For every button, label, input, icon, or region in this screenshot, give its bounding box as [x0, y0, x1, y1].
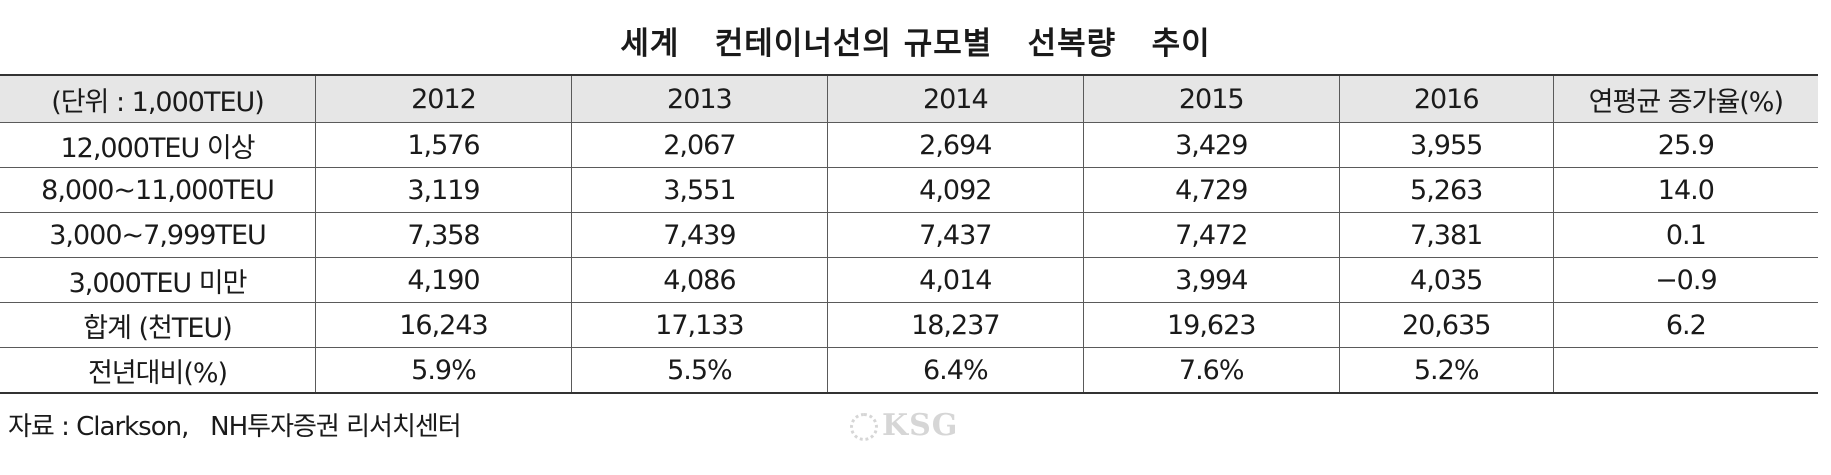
- watermark-logo: KSG: [850, 408, 958, 443]
- cell-value: 18,237: [826, 302, 1084, 348]
- row-label: 3,000~7,999TEU: [0, 212, 316, 258]
- cell-value: 4,092: [826, 167, 1084, 213]
- row-label: 전년대비(%): [0, 347, 316, 394]
- cell-value: 16,243: [315, 302, 572, 348]
- header-year: 2016: [1338, 74, 1554, 123]
- cell-value: 3,551: [570, 167, 828, 213]
- cell-growth: 6.2: [1552, 302, 1818, 348]
- cell-value: 7,439: [570, 212, 828, 258]
- cell-value: 5.5%: [570, 347, 828, 394]
- cell-value: 5.2%: [1338, 347, 1554, 394]
- cell-value: 4,014: [826, 257, 1084, 303]
- cell-value: 17,133: [570, 302, 828, 348]
- cell-value: 7,358: [315, 212, 572, 258]
- row-label: 합계 (천TEU): [0, 302, 316, 348]
- cell-value: 7,437: [826, 212, 1084, 258]
- cell-value: 4,086: [570, 257, 828, 303]
- cell-growth: 0.1: [1552, 212, 1818, 258]
- header-year: 2012: [315, 74, 572, 123]
- cell-value: 1,576: [315, 122, 572, 168]
- table-row-yoy: 전년대비(%) 5.9% 5.5% 6.4% 7.6% 5.2%: [0, 347, 1818, 394]
- cell-value: 3,429: [1082, 122, 1340, 168]
- seal-icon: [850, 413, 878, 441]
- header-year: 2013: [570, 74, 828, 123]
- cell-value: 2,067: [570, 122, 828, 168]
- row-label: 12,000TEU 이상: [0, 122, 316, 168]
- header-year: 2014: [826, 74, 1084, 123]
- cell-value: 3,994: [1082, 257, 1340, 303]
- header-growth: 연평균 증가율(%): [1552, 74, 1818, 123]
- cell-value: 6.4%: [826, 347, 1084, 394]
- cell-value: 3,955: [1338, 122, 1554, 168]
- table-header-row: (단위 : 1,000TEU) 2012 2013 2014 2015 2016…: [0, 74, 1818, 123]
- cell-growth: [1552, 347, 1818, 394]
- cell-value: 7,381: [1338, 212, 1554, 258]
- cell-value: 4,729: [1082, 167, 1340, 213]
- table-title: 세계 컨테이너선의 규모별 선복량 추이: [620, 26, 1211, 62]
- cell-value: 5,263: [1338, 167, 1554, 213]
- cell-value: 4,190: [315, 257, 572, 303]
- cell-value: 2,694: [826, 122, 1084, 168]
- cell-growth: 14.0: [1552, 167, 1818, 213]
- fleet-capacity-table: (단위 : 1,000TEU) 2012 2013 2014 2015 2016…: [0, 74, 1818, 394]
- header-unit: (단위 : 1,000TEU): [0, 74, 316, 123]
- source-note: 자료 : Clarkson, NH투자증권 리서치센터: [8, 412, 462, 442]
- cell-growth: −0.9: [1552, 257, 1818, 303]
- watermark-text: KSG: [882, 408, 959, 443]
- table-row: 3,000TEU 미만 4,190 4,086 4,014 3,994 4,03…: [0, 257, 1818, 303]
- cell-value: 5.9%: [315, 347, 572, 394]
- cell-value: 7.6%: [1082, 347, 1340, 394]
- table-row: 8,000~11,000TEU 3,119 3,551 4,092 4,729 …: [0, 167, 1818, 213]
- cell-value: 7,472: [1082, 212, 1340, 258]
- table-row: 12,000TEU 이상 1,576 2,067 2,694 3,429 3,9…: [0, 122, 1818, 168]
- cell-value: 4,035: [1338, 257, 1554, 303]
- cell-value: 3,119: [315, 167, 572, 213]
- row-label: 3,000TEU 미만: [0, 257, 316, 303]
- header-year: 2015: [1082, 74, 1340, 123]
- cell-growth: 25.9: [1552, 122, 1818, 168]
- row-label: 8,000~11,000TEU: [0, 167, 316, 213]
- cell-value: 20,635: [1338, 302, 1554, 348]
- table-row-total: 합계 (천TEU) 16,243 17,133 18,237 19,623 20…: [0, 302, 1818, 348]
- table-row: 3,000~7,999TEU 7,358 7,439 7,437 7,472 7…: [0, 212, 1818, 258]
- cell-value: 19,623: [1082, 302, 1340, 348]
